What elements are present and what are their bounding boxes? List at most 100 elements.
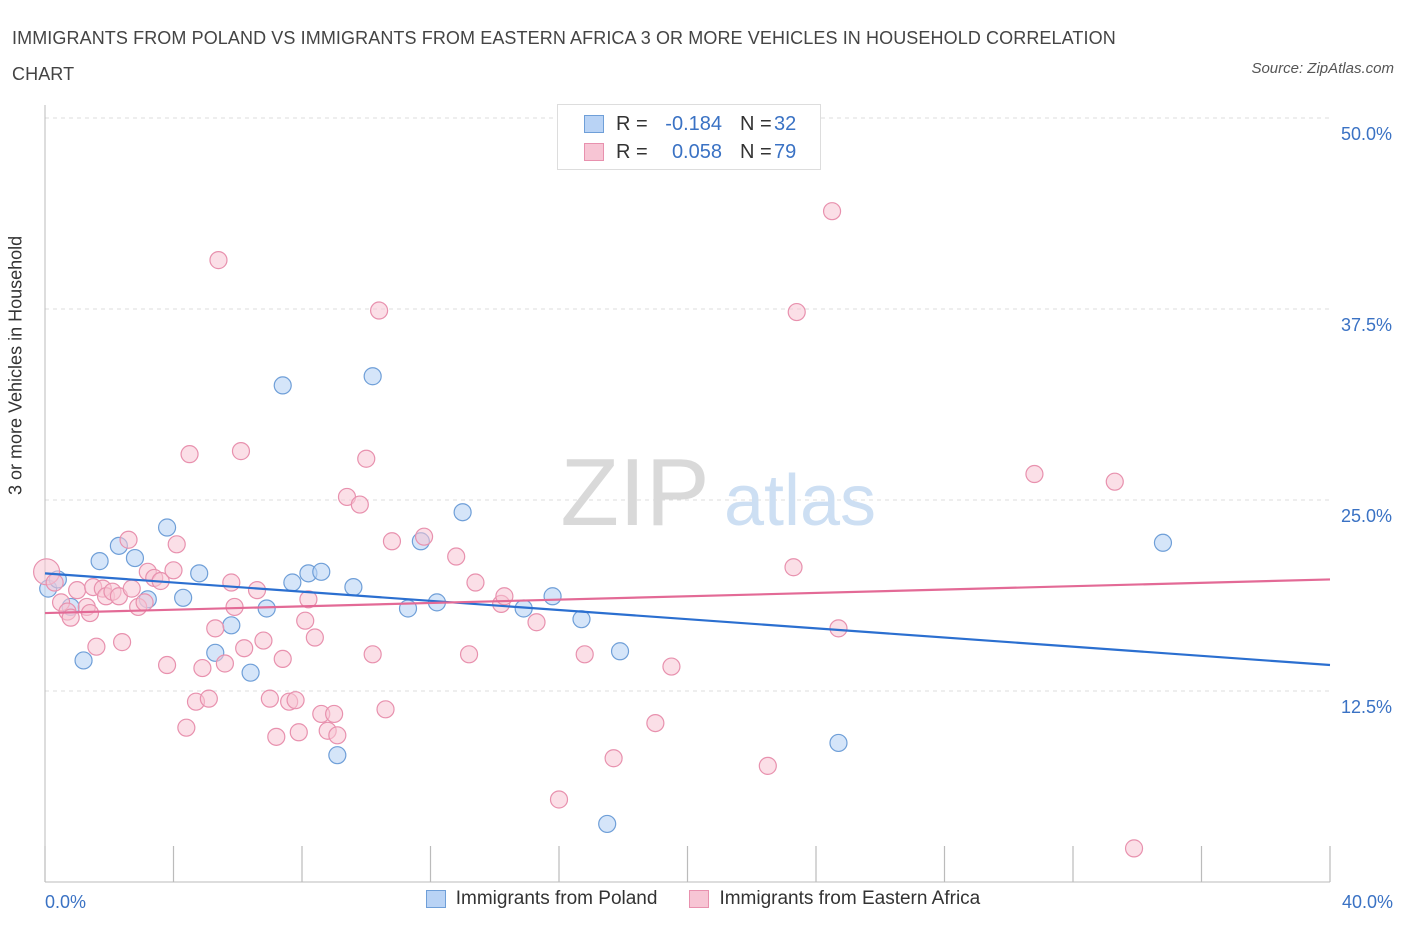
data-point-poland — [157, 518, 177, 537]
data-point-africa — [305, 628, 324, 647]
data-point-africa — [164, 561, 183, 580]
correlation-legend: R = -0.184 N = 32 R = 0.058 N = 79 — [557, 104, 821, 170]
watermark-atlas: atlas — [724, 461, 876, 541]
series-swatch-poland — [425, 890, 446, 908]
series-poland-points — [39, 367, 1173, 834]
legend-n-value: 32 — [774, 112, 797, 135]
data-point-africa — [112, 633, 132, 652]
data-point-africa — [157, 655, 177, 675]
series-legend-label: Immigrants from Eastern Africa — [719, 888, 981, 909]
data-point-africa — [177, 718, 196, 737]
data-point-africa — [45, 573, 64, 592]
data-point-poland — [312, 562, 331, 581]
data-point-africa — [286, 691, 305, 710]
data-point-poland — [222, 616, 241, 635]
legend-n-label: N = — [740, 140, 772, 163]
data-point-africa — [260, 689, 279, 708]
data-point-poland — [363, 367, 382, 386]
data-point-africa — [382, 532, 402, 551]
data-point-poland — [190, 564, 209, 583]
data-point-africa — [206, 619, 225, 638]
data-point-africa — [758, 756, 777, 775]
data-point-poland — [174, 588, 193, 607]
data-point-poland — [90, 552, 109, 571]
x-tick-label: 40.0% — [1342, 892, 1393, 912]
series-swatch-africa — [689, 890, 710, 908]
data-point-poland — [610, 642, 630, 661]
data-point-africa — [328, 726, 347, 745]
data-point-poland — [598, 814, 617, 834]
series-legend-poland: Immigrants from Poland — [425, 888, 658, 910]
data-point-africa — [325, 704, 344, 724]
legend-n-label: N = — [740, 112, 772, 135]
data-point-africa — [376, 700, 395, 719]
data-point-africa — [527, 613, 546, 632]
data-point-poland — [125, 548, 145, 568]
data-point-poland — [344, 577, 363, 597]
data-point-poland — [74, 651, 93, 670]
y-tick-label: 12.5% — [1341, 697, 1392, 717]
data-point-poland — [241, 663, 260, 682]
series-legend-label: Immigrants from Poland — [455, 888, 658, 909]
data-point-africa — [459, 645, 479, 664]
data-point-africa — [414, 527, 434, 546]
watermark: ZIP atlas — [560, 439, 876, 546]
legend-r-label: R = — [616, 112, 648, 135]
data-point-africa — [296, 611, 315, 630]
y-axis-label: 3 or more Vehicles in Household — [5, 235, 26, 495]
y-tick-label: 25.0% — [1341, 506, 1392, 526]
axes — [44, 105, 1331, 883]
data-point-africa — [235, 639, 254, 658]
source-label: Source: ZipAtlas.com — [1251, 60, 1394, 77]
data-point-africa — [662, 657, 681, 676]
data-point-africa — [180, 445, 199, 464]
data-point-poland — [543, 587, 562, 606]
data-point-africa — [122, 579, 141, 598]
series-legend: Immigrants from Poland Immigrants from E… — [0, 888, 1406, 910]
data-point-africa — [357, 449, 376, 468]
data-point-africa — [1124, 839, 1144, 858]
data-point-africa — [119, 530, 138, 549]
data-point-poland — [283, 573, 302, 592]
legend-r-value: -0.184 — [665, 112, 722, 135]
data-point-poland — [1153, 533, 1173, 552]
trend-line-poland — [44, 572, 1331, 667]
legend-swatch-poland — [584, 115, 604, 133]
data-point-poland — [572, 610, 591, 629]
legend-row-poland: R = -0.184 N = 32 — [584, 111, 796, 137]
data-point-poland — [328, 746, 347, 765]
watermark-zip: ZIP — [560, 439, 709, 546]
data-point-africa — [209, 251, 228, 270]
data-point-africa — [167, 535, 186, 554]
legend-r-label: R = — [616, 140, 648, 163]
data-point-africa — [289, 723, 308, 742]
data-point-africa — [787, 302, 806, 322]
trend-line-africa — [44, 578, 1331, 615]
data-point-africa — [135, 593, 154, 612]
data-point-africa — [604, 749, 623, 768]
data-point-africa — [822, 202, 842, 221]
series-africa-points — [33, 202, 1144, 858]
data-point-africa — [1105, 472, 1124, 491]
data-point-africa — [267, 727, 286, 746]
data-point-poland — [273, 376, 292, 395]
data-point-africa — [199, 689, 218, 708]
data-point-africa — [247, 581, 267, 600]
x-tick-label: 0.0% — [45, 892, 86, 912]
data-point-africa — [231, 442, 251, 461]
data-point-africa — [575, 645, 594, 664]
data-point-africa — [299, 590, 318, 609]
data-point-africa — [363, 645, 382, 664]
data-point-africa — [222, 573, 241, 592]
trend-lines — [44, 572, 1331, 667]
data-point-africa — [370, 301, 389, 320]
data-point-africa — [193, 658, 212, 678]
y-tick-label: 50.0% — [1341, 124, 1392, 144]
data-point-africa — [68, 581, 87, 600]
data-point-africa — [215, 654, 234, 673]
data-point-africa — [350, 495, 369, 514]
data-point-africa — [829, 619, 848, 638]
data-point-africa — [466, 573, 485, 592]
series-legend-africa: Immigrants from Eastern Africa — [689, 888, 980, 910]
